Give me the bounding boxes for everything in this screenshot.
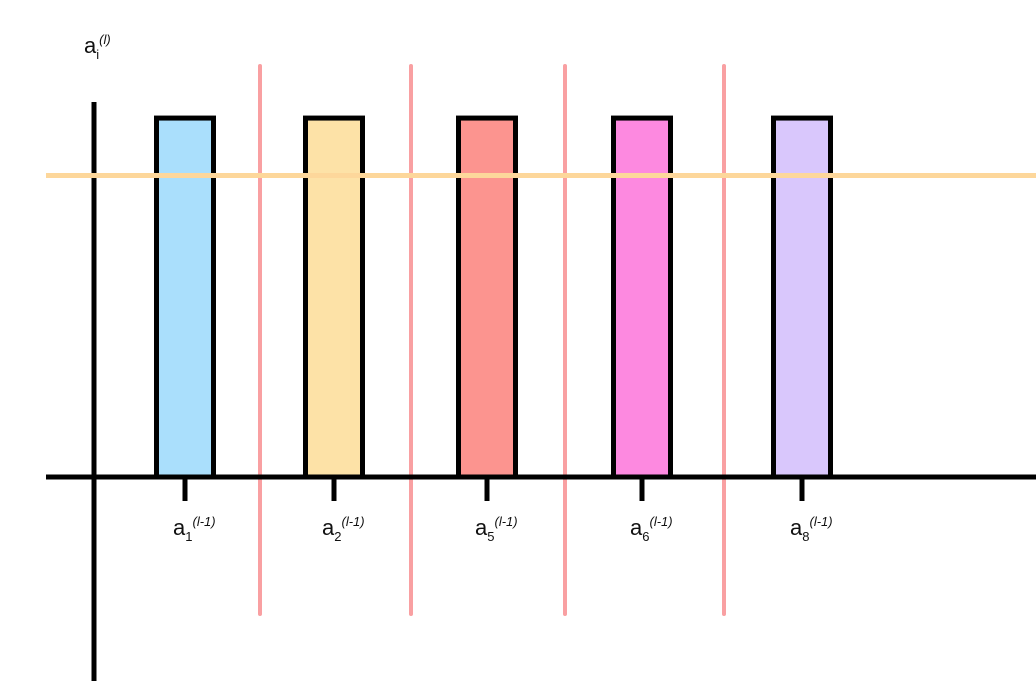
x-tick-label-base: a <box>173 515 186 540</box>
x-tick-label-superscript: (l-1) <box>494 514 518 529</box>
separator-lines <box>258 64 726 616</box>
x-tick-label-4: a6(l-1) <box>630 514 673 544</box>
x-tick-label-subscript: 6 <box>642 529 650 544</box>
x-tick-label-superscript: (l-1) <box>809 514 833 529</box>
x-tick-label-superscript: (l-1) <box>341 514 365 529</box>
bar-2 <box>303 115 365 480</box>
x-ticks <box>182 477 805 501</box>
x-tick-label-superscript: (l-1) <box>649 514 673 529</box>
x-tick-label-5: a8(l-1) <box>790 514 833 544</box>
bar-5 <box>771 115 833 480</box>
x-tick-label-base: a <box>475 515 488 540</box>
x-tick-label-2: a2(l-1) <box>322 514 365 544</box>
bar-4 <box>611 115 673 480</box>
x-tick-label-3: a5(l-1) <box>475 514 518 544</box>
x-tick-label-subscript: 5 <box>487 529 495 544</box>
x-tick-label-base: a <box>322 515 335 540</box>
bar-3 <box>456 115 518 480</box>
x-tick-label-base: a <box>630 515 643 540</box>
x-tick-label-subscript: 8 <box>802 529 810 544</box>
x-tick-label-base: a <box>790 515 803 540</box>
x-tick-label-subscript: 1 <box>185 529 193 544</box>
x-tick-label-subscript: 2 <box>334 529 342 544</box>
x-tick-label-1: a1(l-1) <box>173 514 216 544</box>
y-axis-label: ai(l) <box>84 32 111 62</box>
bar-1 <box>154 115 216 480</box>
x-tick-label-superscript: (l-1) <box>192 514 216 529</box>
bars <box>154 115 833 480</box>
